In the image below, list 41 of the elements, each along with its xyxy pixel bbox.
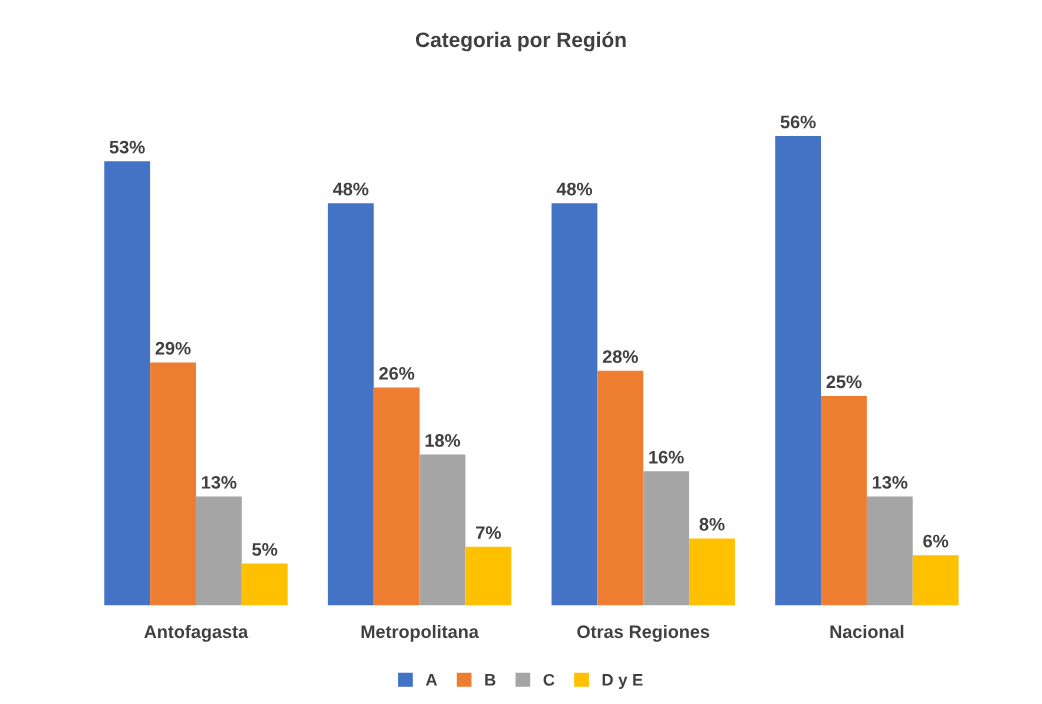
bar — [597, 370, 644, 606]
bar — [195, 496, 242, 606]
data-label: 28% — [602, 350, 638, 364]
x-tick-label: Metropolitana — [361, 624, 479, 642]
data-label: 7% — [476, 526, 501, 539]
bar — [643, 471, 690, 606]
data-label: 48% — [556, 182, 593, 196]
bar — [551, 203, 598, 606]
data-label: 53% — [109, 140, 145, 154]
bar — [150, 362, 196, 606]
data-label: 13% — [872, 475, 908, 489]
x-tick-label: Nacional — [830, 624, 904, 639]
data-label: 29% — [155, 341, 191, 355]
data-label: 48% — [333, 182, 369, 196]
bar — [373, 387, 420, 606]
data-label: 16% — [649, 450, 684, 464]
data-label: 56% — [780, 115, 816, 129]
data-label: 5% — [252, 543, 278, 556]
chart-title: Categoria por Región — [415, 31, 626, 52]
bar — [419, 454, 466, 606]
data-label: 6% — [923, 534, 949, 548]
bar — [775, 136, 822, 606]
bar — [821, 395, 867, 606]
bar — [465, 546, 512, 606]
bar — [912, 555, 959, 606]
legend-label: D y E — [602, 674, 643, 689]
bar — [104, 161, 151, 606]
legend-label: A — [425, 674, 438, 686]
bar — [866, 496, 913, 606]
legend-label: B — [485, 674, 496, 686]
bar — [327, 203, 374, 606]
data-label: 25% — [826, 375, 862, 389]
data-label: 26% — [379, 367, 415, 380]
x-tick-label: Otras Regiones — [577, 624, 710, 642]
data-label: 18% — [425, 434, 461, 447]
data-label: 8% — [699, 517, 725, 531]
legend-label: C — [543, 673, 555, 686]
x-tick-label: Antofagasta — [144, 624, 249, 642]
bar — [689, 538, 735, 606]
bar — [241, 563, 288, 606]
data-label: 13% — [201, 475, 237, 489]
